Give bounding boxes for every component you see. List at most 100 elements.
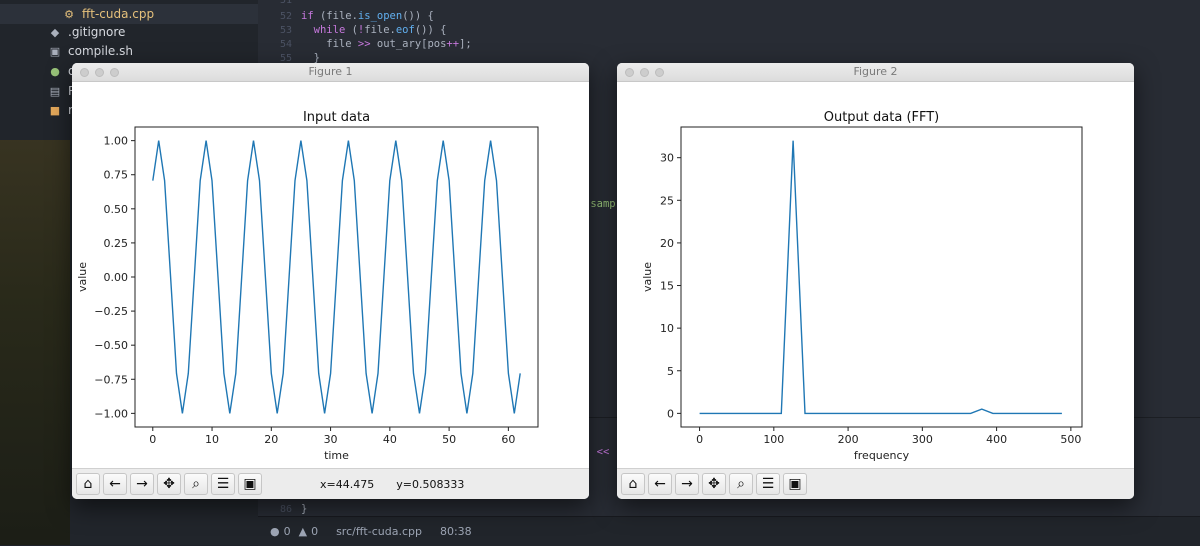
y-tick-label: 0.50 xyxy=(104,203,129,216)
pan-icon[interactable]: ✥ xyxy=(157,473,181,495)
y-tick-label: 1.00 xyxy=(104,135,129,148)
close-button[interactable] xyxy=(80,68,89,77)
line-number: 55 xyxy=(279,53,292,64)
figure-1-window[interactable]: Figure 1 Input data 0 10 20 30 40 50 60 1.00 0.75… xyxy=(72,63,589,499)
chart-title: Output data (FFT) xyxy=(824,110,940,125)
home-icon[interactable]: ⌂ xyxy=(621,473,645,495)
file-item-label: .gitignore xyxy=(68,25,126,39)
x-tick-label: 300 xyxy=(912,433,933,446)
y-tick-label: −0.50 xyxy=(94,339,128,352)
x-tick-label: 40 xyxy=(383,433,397,446)
maximize-button[interactable] xyxy=(655,68,664,77)
y-tick-label: −1.00 xyxy=(94,407,128,420)
window-titlebar[interactable]: Figure 1 xyxy=(72,63,589,82)
code-line: while (!file.eof()) { xyxy=(313,24,447,36)
y-tick-label: 0.25 xyxy=(104,237,129,250)
maximize-button[interactable] xyxy=(110,68,119,77)
input-data-chart[interactable]: Input data 0 10 20 30 40 50 60 1.00 0.75 0.50 0.25 0… xyxy=(72,82,589,469)
home-icon[interactable]: ⌂ xyxy=(76,473,100,495)
code-line: file >> out_ary[pos++]; xyxy=(301,38,472,50)
python-icon: ● xyxy=(50,64,60,78)
cursor-coordinates: x=44.475 y=0.508333 xyxy=(320,478,464,491)
x-tick-label: 60 xyxy=(501,433,515,446)
book-icon: ▤ xyxy=(49,84,61,98)
x-tick-label: 200 xyxy=(838,433,859,446)
plot-area xyxy=(680,126,1083,428)
x-tick-label: 0 xyxy=(696,433,703,446)
y-tick-label: 30 xyxy=(660,152,674,165)
x-axis-label: frequency xyxy=(854,449,910,462)
coord-y: y=0.508333 xyxy=(396,477,465,491)
minimize-button[interactable] xyxy=(95,68,104,77)
configure-icon[interactable]: ☰ xyxy=(756,473,780,495)
save-icon[interactable]: ▣ xyxy=(783,473,807,495)
cursor-position[interactable]: 80:38 xyxy=(439,525,472,538)
pan-icon[interactable]: ✥ xyxy=(702,473,726,495)
minimize-button[interactable] xyxy=(640,68,649,77)
configure-icon[interactable]: ☰ xyxy=(211,473,235,495)
plot-toolbar: ⌂ ← → ✥ ⌕ ☰ ▣ x=44.475 y=0.508333 xyxy=(72,468,589,499)
close-button[interactable] xyxy=(625,68,634,77)
x-tick-label: 10 xyxy=(205,433,219,446)
file-item-compile[interactable]: ▣ compile.sh xyxy=(48,41,133,61)
line-number: 53 xyxy=(279,25,292,36)
terminal-icon: ▣ xyxy=(49,44,61,58)
window-title: Figure 2 xyxy=(853,65,898,78)
window-title: Figure 1 xyxy=(308,65,353,78)
x-tick-label: 400 xyxy=(986,433,1007,446)
x-tick-label: 500 xyxy=(1060,433,1081,446)
status-file-path[interactable]: src/fft-cuda.cpp xyxy=(336,525,422,538)
y-tick-label: −0.75 xyxy=(94,373,128,386)
figure-2-window[interactable]: Figure 2 Output data (FFT) 0 100 200 300 400 5… xyxy=(617,63,1134,499)
error-count[interactable]: 0 xyxy=(283,525,291,538)
y-tick-label: 15 xyxy=(660,280,674,293)
y-tick-label: 0.00 xyxy=(104,271,129,284)
zoom-icon[interactable]: ⌕ xyxy=(184,473,208,495)
cpp-file-icon: ⚙ xyxy=(64,7,74,21)
x-tick-label: 20 xyxy=(264,433,278,446)
file-item-gitignore[interactable]: ◆ .gitignore xyxy=(48,22,126,42)
coord-x: x=44.475 xyxy=(320,477,375,491)
data-series-line xyxy=(699,140,1062,415)
forward-icon[interactable]: → xyxy=(675,473,699,495)
shell-icon: ■ xyxy=(49,103,61,117)
y-tick-label: −0.25 xyxy=(94,305,128,318)
plot-toolbar: ⌂ ← → ✥ ⌕ ☰ ▣ xyxy=(617,468,1134,499)
line-number: 54 xyxy=(279,39,292,50)
y-tick-label: 25 xyxy=(660,194,674,207)
save-icon[interactable]: ▣ xyxy=(238,473,262,495)
x-tick-label: 30 xyxy=(324,433,338,446)
back-icon[interactable]: ← xyxy=(648,473,672,495)
data-series-line xyxy=(152,140,521,414)
y-axis-label: value xyxy=(76,262,89,292)
output-data-chart[interactable]: Output data (FFT) 0 100 200 300 400 500 0 5 10 15 2… xyxy=(617,82,1134,469)
y-tick-label: 0 xyxy=(667,407,674,420)
line-number: 51 xyxy=(279,0,292,6)
y-axis-label: value xyxy=(641,262,654,292)
code-line: } xyxy=(301,52,320,64)
x-tick-label: 100 xyxy=(763,433,784,446)
x-tick-label: 0 xyxy=(149,433,156,446)
back-icon[interactable]: ← xyxy=(103,473,127,495)
line-number: 52 xyxy=(279,11,292,22)
chart-title: Input data xyxy=(303,110,370,125)
y-tick-label: 0.75 xyxy=(104,169,129,182)
file-item-label: compile.sh xyxy=(68,44,133,58)
y-tick-label: 20 xyxy=(660,237,674,250)
warning-icon[interactable]: ▲ xyxy=(298,525,308,538)
code-line: } xyxy=(301,503,308,515)
x-tick-label: 50 xyxy=(442,433,456,446)
forward-icon[interactable]: → xyxy=(130,473,154,495)
window-titlebar[interactable]: Figure 2 xyxy=(617,63,1134,82)
x-axis-label: time xyxy=(324,449,349,462)
file-item-fft-cuda[interactable]: ⚙ fft-cuda.cpp xyxy=(0,4,258,24)
y-tick-label: 5 xyxy=(667,365,674,378)
warning-count[interactable]: 0 xyxy=(311,525,319,538)
error-icon[interactable]: ● xyxy=(270,525,280,538)
line-number: 86 xyxy=(279,504,292,515)
code-fragment: [samp xyxy=(584,198,616,210)
code-line: if (file.is_open()) { xyxy=(301,10,434,22)
zoom-icon[interactable]: ⌕ xyxy=(729,473,753,495)
status-bar: ● 0 ▲ 0 src/fft-cuda.cpp 80:38 xyxy=(258,516,1200,546)
git-icon: ◆ xyxy=(50,25,60,39)
